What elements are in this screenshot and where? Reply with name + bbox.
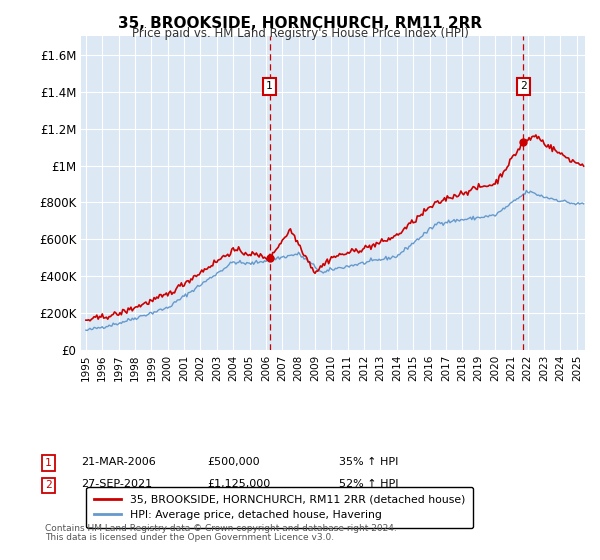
Text: 35% ↑ HPI: 35% ↑ HPI: [339, 457, 398, 467]
Text: 2: 2: [45, 480, 52, 491]
Legend: 35, BROOKSIDE, HORNCHURCH, RM11 2RR (detached house), HPI: Average price, detach: 35, BROOKSIDE, HORNCHURCH, RM11 2RR (det…: [86, 487, 473, 528]
Text: 52% ↑ HPI: 52% ↑ HPI: [339, 479, 398, 489]
Text: 2: 2: [520, 81, 527, 91]
Text: 27-SEP-2021: 27-SEP-2021: [81, 479, 152, 489]
Text: Price paid vs. HM Land Registry's House Price Index (HPI): Price paid vs. HM Land Registry's House …: [131, 27, 469, 40]
Text: 1: 1: [45, 458, 52, 468]
Text: 35, BROOKSIDE, HORNCHURCH, RM11 2RR: 35, BROOKSIDE, HORNCHURCH, RM11 2RR: [118, 16, 482, 31]
Text: £500,000: £500,000: [207, 457, 260, 467]
Text: This data is licensed under the Open Government Licence v3.0.: This data is licensed under the Open Gov…: [45, 533, 334, 543]
Text: 1: 1: [266, 81, 273, 91]
Text: Contains HM Land Registry data © Crown copyright and database right 2024.: Contains HM Land Registry data © Crown c…: [45, 524, 397, 533]
Text: £1,125,000: £1,125,000: [207, 479, 270, 489]
Text: 21-MAR-2006: 21-MAR-2006: [81, 457, 156, 467]
